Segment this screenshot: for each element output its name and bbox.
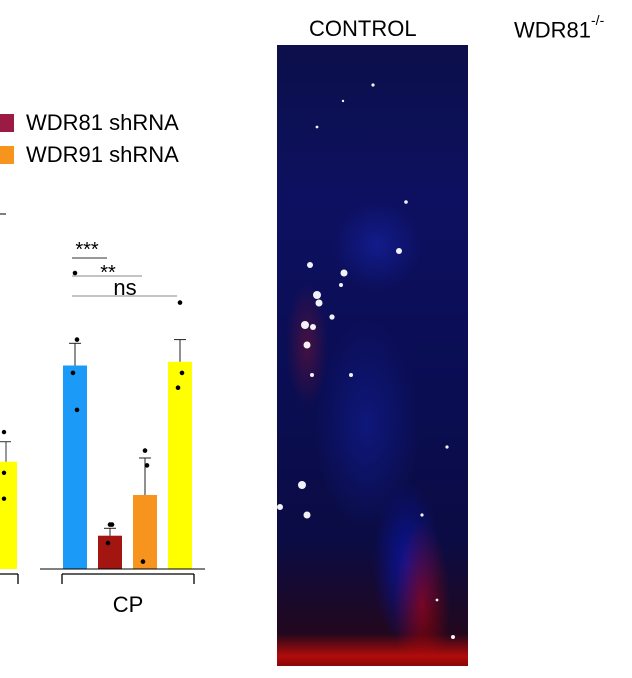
data-point bbox=[74, 407, 80, 413]
punctum bbox=[303, 341, 311, 349]
knockout-panel-title: WDR81-/- bbox=[514, 12, 604, 43]
punctum bbox=[341, 99, 345, 103]
punctum bbox=[277, 504, 283, 510]
bar-2 bbox=[133, 495, 157, 569]
punctum bbox=[315, 299, 323, 307]
data-point bbox=[142, 448, 148, 453]
data-point bbox=[179, 370, 185, 376]
partial-bar bbox=[0, 461, 17, 569]
data-point bbox=[109, 522, 115, 527]
punctum bbox=[404, 200, 408, 204]
punctum bbox=[340, 269, 348, 277]
micrograph-puncta bbox=[277, 83, 455, 639]
bar-3 bbox=[168, 361, 192, 569]
punctum bbox=[310, 324, 316, 330]
punctum bbox=[303, 511, 311, 519]
punctum bbox=[307, 262, 313, 268]
data-point bbox=[140, 559, 146, 564]
punctum bbox=[313, 291, 321, 299]
significance-label-0: *** bbox=[75, 239, 99, 261]
significance-label-1: ** bbox=[100, 262, 116, 284]
punctum bbox=[371, 83, 375, 87]
punctum bbox=[339, 283, 343, 287]
knockout-title-superscript: -/- bbox=[591, 12, 605, 28]
group-label: CP bbox=[113, 592, 144, 617]
punctum bbox=[298, 481, 306, 489]
punctum bbox=[349, 373, 353, 377]
punctum bbox=[420, 513, 424, 517]
punctum bbox=[315, 125, 319, 129]
legend-swatch-0 bbox=[0, 114, 14, 132]
plot-area: CP*****ns bbox=[0, 213, 205, 617]
data-point bbox=[144, 463, 150, 468]
significance-label-2: ns bbox=[113, 275, 136, 300]
bar-1 bbox=[98, 535, 122, 569]
legend-swatch-1 bbox=[0, 146, 14, 164]
punctum bbox=[435, 598, 439, 602]
legend-label-0: WDR81 shRNA bbox=[26, 110, 179, 135]
data-point bbox=[72, 270, 78, 276]
punctum bbox=[445, 445, 449, 449]
control-panel-title: CONTROL bbox=[309, 16, 417, 41]
partial-bar-point bbox=[1, 496, 7, 501]
legend-label-1: WDR91 shRNA bbox=[26, 142, 179, 167]
data-point bbox=[74, 337, 80, 342]
punctum bbox=[301, 321, 309, 329]
control-micrograph bbox=[277, 45, 468, 666]
data-point bbox=[175, 385, 181, 391]
punctum bbox=[396, 248, 402, 254]
partial-bar-point bbox=[1, 429, 7, 435]
punctum bbox=[451, 635, 455, 639]
partial-bar-point bbox=[1, 470, 7, 475]
data-point bbox=[105, 540, 111, 546]
legend: WDR81 shRNA WDR91 shRNA bbox=[0, 110, 179, 167]
micrograph-base-red-band bbox=[277, 634, 468, 666]
bar-0 bbox=[63, 365, 87, 569]
data-point bbox=[70, 370, 76, 376]
punctum bbox=[310, 373, 314, 377]
punctum bbox=[329, 314, 335, 320]
data-point bbox=[177, 300, 183, 305]
knockout-title-text: WDR81 bbox=[514, 17, 592, 43]
